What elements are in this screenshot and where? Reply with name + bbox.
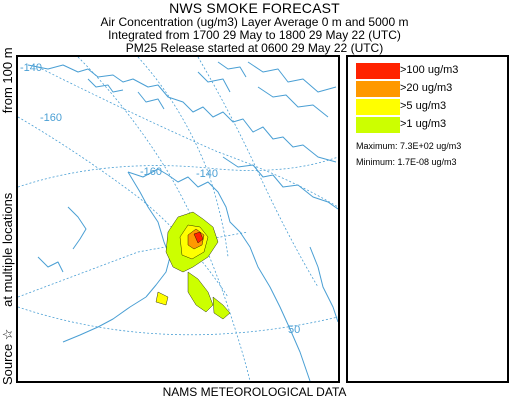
plume-level-100 [193,231,204,244]
map-panel: -140 -160 -160 -140 50 [16,55,340,383]
release-start: PM25 Release started at 0600 29 May 22 (… [125,41,384,55]
island-coast [87,78,124,93]
legend-label: >100 ug/m3 [400,64,459,76]
graticule-line [18,156,338,188]
alaska-coast [127,168,311,381]
legend-swatch [356,81,400,97]
legend-label: >20 ug/m3 [400,82,453,94]
forecast-title: NWS SMOKE FORECAST [169,0,340,16]
graticule-label: -140 [20,62,42,74]
island-coast [137,91,165,110]
minimum-value: Minimum: 1.7E-08 ug/m3 [356,157,457,167]
graticule-label: -160 [140,166,162,178]
bc-coast [309,246,338,323]
height-label: from 100 m [0,47,15,114]
legend-panel: >100 ug/m3 >20 ug/m3 >5 ug/m3 >1 ug/m3 M… [346,55,509,383]
plume-level-1 [187,271,214,313]
graticule-line [18,116,229,298]
island-coast [217,61,247,78]
graticule-line [137,57,229,258]
concentration-subtitle: Air Concentration (ug/m3) Layer Average … [100,15,409,29]
coastlines [27,61,338,381]
legend-item: >100 ug/m3 [356,63,506,79]
graticule-label: -160 [40,112,62,124]
source-label: Source ☆ [0,328,15,385]
plume-level-5 [155,291,169,306]
graticule-label: -140 [196,168,218,180]
legend-item: >1 ug/m3 [356,117,506,133]
graticule-labels: -140 -160 -160 -140 50 [20,62,300,336]
legend-item: >5 ug/m3 [356,99,506,115]
legend-item: >20 ug/m3 [356,81,506,97]
island-coast [67,206,87,250]
source-side-label: Source ☆ at multiple locations from 100 … [0,47,16,385]
island-coast [197,71,231,93]
graticule-line [18,306,338,336]
legend-swatch [356,117,400,133]
island-coast [257,86,329,118]
graticule-label: 50 [288,324,300,336]
maximum-value: Maximum: 7.3E+02 ug/m3 [356,141,462,151]
plume-level-1 [212,296,231,320]
graticule-line [197,57,319,288]
legend-swatch [356,63,400,79]
smoke-plume [155,211,231,320]
locations-label: at multiple locations [0,192,15,307]
west-coast [127,171,171,298]
aleutian-coast [62,296,147,343]
canada-coast [222,156,338,210]
meteorological-data-label: NAMS METEOROLOGICAL DATA [162,385,347,399]
graticule-line [77,57,251,381]
legend-label: >5 ug/m3 [400,100,447,112]
island-coast [37,256,64,273]
graticule-line [18,231,249,298]
legend-swatch [356,99,400,115]
legend-label: >1 ug/m3 [400,118,447,130]
arctic-coast [27,64,337,163]
integration-period: Integrated from 1700 29 May to 1800 29 M… [108,28,401,42]
smoke-map: -140 -160 -160 -140 50 [18,57,338,381]
island-coast [247,61,337,93]
